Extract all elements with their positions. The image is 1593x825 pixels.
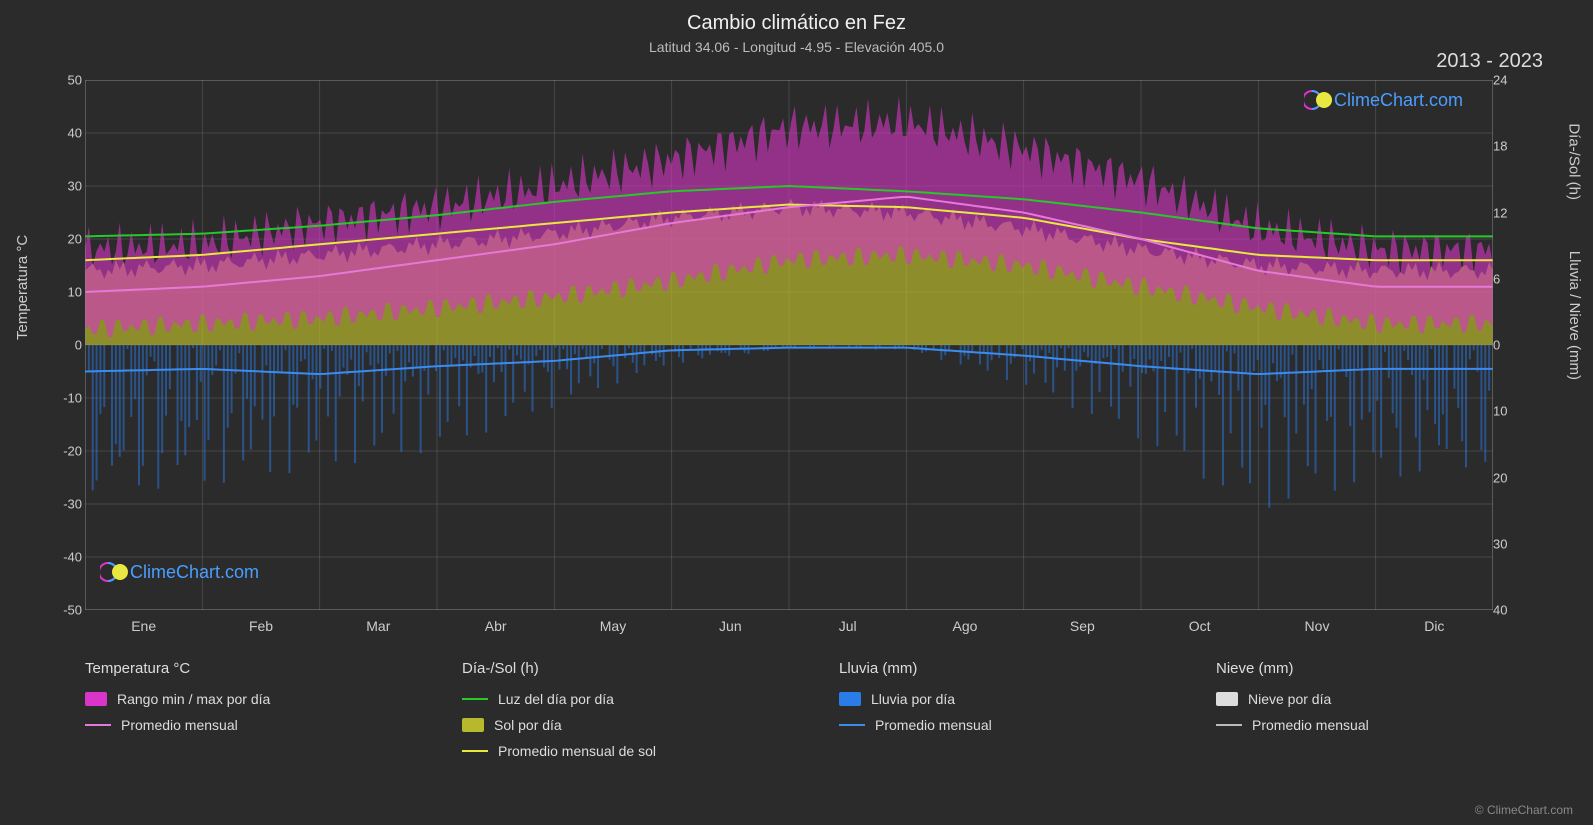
legend-swatch	[462, 718, 484, 732]
x-tick: May	[600, 618, 626, 634]
legend-item: Promedio mensual de sol	[462, 743, 789, 759]
y-tick: -30	[42, 497, 82, 512]
copyright: © ClimeChart.com	[1475, 803, 1573, 817]
legend-line	[839, 724, 865, 726]
watermark-top: ClimeChart.com	[1304, 88, 1463, 112]
legend-label: Nieve por día	[1248, 691, 1331, 707]
watermark-bottom: ClimeChart.com	[100, 560, 259, 584]
chart-subtitle: Latitud 34.06 - Longitud -4.95 - Elevaci…	[0, 35, 1593, 55]
legend-swatch	[839, 692, 861, 706]
y-tick: -20	[42, 444, 82, 459]
y-tick: 10	[1493, 404, 1533, 419]
legend-title: Temperatura °C	[85, 660, 412, 677]
climate-chart: Cambio climático en Fez Latitud 34.06 - …	[0, 0, 1593, 825]
y-tick: 30	[1493, 536, 1533, 551]
legend-line	[85, 724, 111, 726]
legend-item: Nieve por día	[1216, 691, 1543, 707]
legend-label: Lluvia por día	[871, 691, 955, 707]
y-tick: 12	[1493, 205, 1533, 220]
x-tick: Mar	[366, 618, 390, 634]
y-tick: 6	[1493, 271, 1533, 286]
chart-title: Cambio climático en Fez	[0, 0, 1593, 35]
legend-item: Luz del día por día	[462, 691, 789, 707]
year-range: 2013 - 2023	[1436, 50, 1543, 73]
plot-area	[85, 80, 1493, 610]
legend-line	[1216, 724, 1242, 726]
legend-temperature: Temperatura °C Rango min / max por día P…	[85, 660, 412, 769]
legend-item: Lluvia por día	[839, 691, 1166, 707]
y-tick: 40	[42, 126, 82, 141]
legend-label: Promedio mensual	[1252, 717, 1369, 733]
y-tick: 10	[42, 285, 82, 300]
x-tick: Oct	[1189, 618, 1211, 634]
legend-snow: Nieve (mm) Nieve por día Promedio mensua…	[1216, 660, 1543, 769]
y-tick: -50	[42, 603, 82, 618]
legend-swatch	[1216, 692, 1238, 706]
y-tick: 40	[1493, 603, 1533, 618]
x-tick: Abr	[485, 618, 507, 634]
y-left-axis-label: Temperatura °C	[14, 235, 31, 340]
legend-title: Nieve (mm)	[1216, 660, 1543, 677]
y-tick: 24	[1493, 73, 1533, 88]
logo-icon	[1304, 88, 1328, 112]
legend-item: Sol por día	[462, 717, 789, 733]
y-right-axis-label-top: Día-/Sol (h)	[1566, 123, 1583, 200]
legend: Temperatura °C Rango min / max por día P…	[85, 660, 1543, 769]
y-left-ticks: 50403020100-10-20-30-40-50	[42, 80, 82, 610]
y-tick: -10	[42, 391, 82, 406]
x-tick: Sep	[1070, 618, 1095, 634]
x-tick: Ago	[953, 618, 978, 634]
x-tick: Jun	[719, 618, 742, 634]
y-tick: 20	[1493, 470, 1533, 485]
x-tick: Feb	[249, 618, 273, 634]
legend-line	[462, 750, 488, 752]
y-tick: 20	[42, 232, 82, 247]
x-tick: Jul	[839, 618, 857, 634]
legend-item: Promedio mensual	[1216, 717, 1543, 733]
y-right-axis-label-bottom: Lluvia / Nieve (mm)	[1566, 251, 1583, 380]
y-tick: 0	[42, 338, 82, 353]
logo-icon	[100, 560, 124, 584]
legend-item: Promedio mensual	[839, 717, 1166, 733]
y-tick: 30	[42, 179, 82, 194]
y-right-ticks: 2418126010203040	[1493, 80, 1533, 610]
y-tick: -40	[42, 550, 82, 565]
legend-rain: Lluvia (mm) Lluvia por día Promedio mens…	[839, 660, 1166, 769]
legend-item: Rango min / max por día	[85, 691, 412, 707]
x-tick: Ene	[131, 618, 156, 634]
legend-label: Luz del día por día	[498, 691, 614, 707]
y-tick: 18	[1493, 139, 1533, 154]
x-ticks: Ene Feb Mar Abr May Jun Jul Ago Sep Oct Nov Dic	[85, 618, 1493, 638]
legend-title: Lluvia (mm)	[839, 660, 1166, 677]
watermark-text: ClimeChart.com	[130, 562, 259, 583]
legend-label: Sol por día	[494, 717, 562, 733]
legend-label: Rango min / max por día	[117, 691, 270, 707]
watermark-text: ClimeChart.com	[1334, 90, 1463, 111]
legend-label: Promedio mensual de sol	[498, 743, 656, 759]
legend-title: Día-/Sol (h)	[462, 660, 789, 677]
plot-svg	[85, 80, 1493, 610]
legend-line	[462, 698, 488, 700]
legend-daysun: Día-/Sol (h) Luz del día por día Sol por…	[462, 660, 789, 769]
x-tick: Dic	[1424, 618, 1444, 634]
legend-swatch	[85, 692, 107, 706]
x-tick: Nov	[1305, 618, 1330, 634]
legend-label: Promedio mensual	[875, 717, 992, 733]
legend-label: Promedio mensual	[121, 717, 238, 733]
legend-item: Promedio mensual	[85, 717, 412, 733]
y-tick: 50	[42, 73, 82, 88]
y-tick: 0	[1493, 338, 1533, 353]
